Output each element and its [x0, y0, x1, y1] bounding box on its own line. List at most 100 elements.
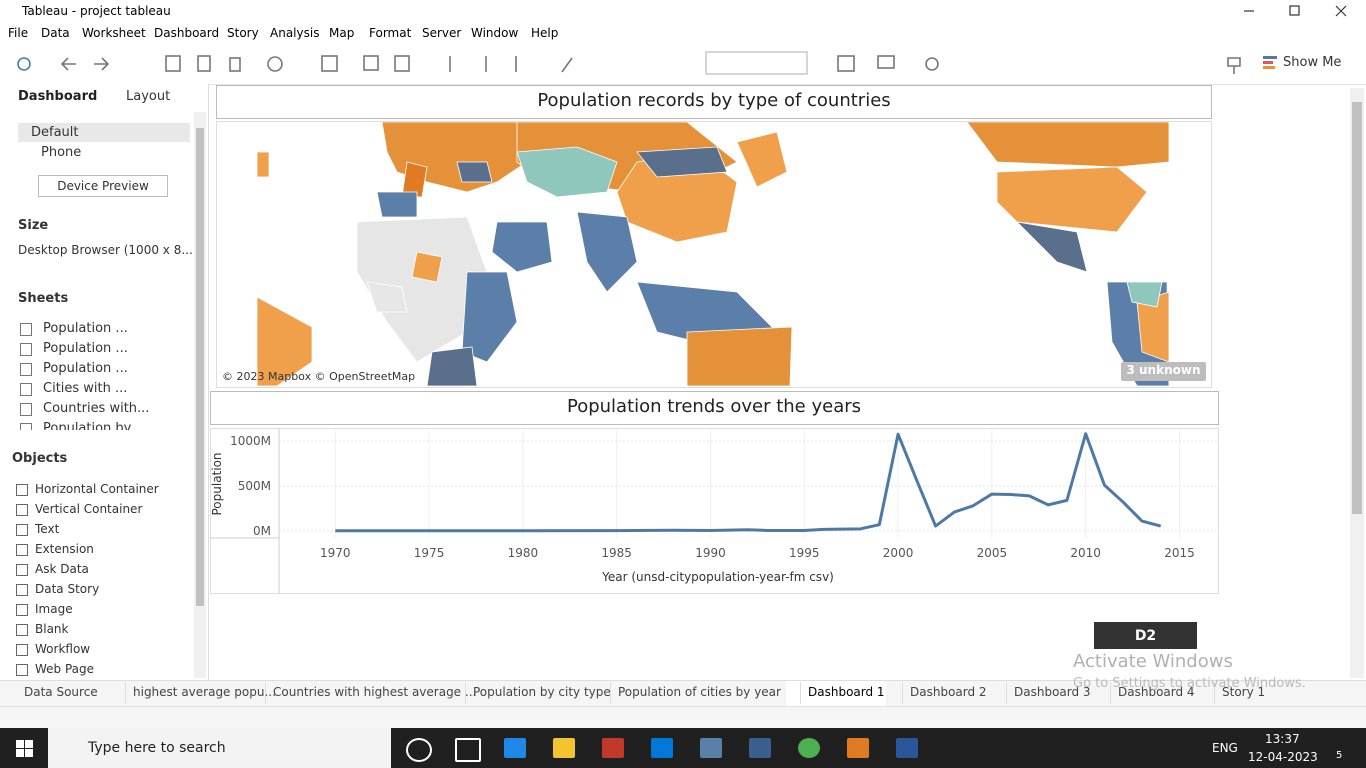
map-title: Population records by type of countries: [537, 90, 891, 111]
window-controls[interactable]: [1230, 0, 1366, 22]
object-item[interactable]: Workflow: [35, 642, 91, 656]
taskbar-app[interactable]: [749, 738, 771, 758]
taskbar-app[interactable]: [455, 738, 481, 762]
object-item[interactable]: Horizontal Container: [35, 482, 159, 496]
unknown-badge[interactable]: [1121, 362, 1206, 381]
menu-item[interactable]: Format: [369, 26, 412, 40]
d2-button-bg[interactable]: [1094, 622, 1197, 649]
sheet-tab[interactable]: Countries with highest average ...: [273, 685, 477, 699]
object-item[interactable]: Image: [35, 602, 73, 616]
object-icon: [16, 624, 28, 636]
sheet-tab[interactable]: Dashboard 1: [808, 685, 885, 699]
object-icon: [16, 644, 28, 656]
sidebar-tab[interactable]: Layout: [126, 89, 171, 104]
object-icon: [16, 544, 28, 556]
start-button[interactable]: [16, 740, 33, 757]
sheet-tab[interactable]: Dashboard 4: [1118, 685, 1195, 699]
sheet-tab[interactable]: Population by city type: [473, 685, 611, 699]
clock-time: 13:37: [1265, 732, 1300, 746]
sheet-tab[interactable]: Dashboard 2: [910, 685, 987, 699]
map-unknown[interactable]: 3 unknown: [1126, 363, 1201, 377]
search-box[interactable]: [48, 728, 391, 768]
section-title: Size: [18, 218, 49, 233]
sheet-icon: [20, 323, 32, 336]
sheet-tab[interactable]: highest average popu...: [133, 685, 276, 699]
button-label[interactable]: D2: [1134, 628, 1157, 644]
device[interactable]: Default: [31, 125, 79, 140]
chart-title: Population trends over the years: [566, 396, 862, 417]
x-tick-label: 2000: [883, 546, 914, 560]
taskbar-app[interactable]: [847, 738, 869, 758]
taskbar-app[interactable]: [602, 738, 624, 758]
size-select[interactable]: Desktop Browser (1000 x 8...: [18, 243, 193, 257]
menu-item[interactable]: Help: [531, 26, 559, 40]
search-text[interactable]: Type here to search: [88, 740, 226, 756]
x-tick-label: 2005: [977, 546, 1008, 560]
x-tick-label: 2010: [1070, 546, 1101, 560]
tab-separator: [902, 682, 903, 704]
object-item[interactable]: Data Story: [35, 582, 100, 596]
tab-separator: [1214, 682, 1215, 704]
toolbar: [0, 44, 1366, 85]
x-tick-label: 1975: [414, 546, 445, 560]
sheet-item[interactable]: Population ...: [43, 341, 128, 356]
taskbar-app[interactable]: [896, 738, 918, 758]
taskbar-app[interactable]: [651, 738, 673, 758]
object-item[interactable]: Blank: [35, 622, 69, 636]
sheet-item[interactable]: Population by...: [43, 421, 142, 430]
menu-item[interactable]: Data: [41, 26, 70, 40]
x-tick-label: 1985: [601, 546, 632, 560]
sheet-tab[interactable]: Data Source: [24, 685, 98, 699]
x-tick-label: 1995: [789, 546, 820, 560]
sidebar-tab[interactable]: Dashboard: [18, 89, 98, 104]
data-line: [335, 432, 1162, 533]
y-tick-label: 1000M: [230, 434, 271, 448]
status-bar: [0, 706, 1366, 729]
menu-item[interactable]: Dashboard: [154, 26, 220, 40]
section-title: Objects: [12, 451, 68, 466]
tab-separator: [465, 682, 466, 704]
sheet-icon: [20, 363, 32, 376]
section-title: Sheets: [18, 291, 69, 306]
sheet-item[interactable]: Population ...: [43, 361, 128, 376]
menu-item[interactable]: Map: [329, 26, 355, 40]
show-me[interactable]: Show Me: [1283, 55, 1342, 70]
sheet-tab[interactable]: Story 1: [1222, 685, 1266, 699]
object-icon: [16, 504, 28, 516]
menu-item[interactable]: Story: [227, 26, 259, 40]
menu-item[interactable]: Worksheet: [82, 26, 146, 40]
sheet-item[interactable]: Population ...: [43, 321, 128, 336]
object-item[interactable]: Extension: [35, 542, 94, 556]
sidebar-scroll-thumb: [196, 128, 204, 606]
taskbar-app[interactable]: [798, 738, 820, 758]
sidebar: [0, 84, 209, 680]
taskbar-app[interactable]: [406, 738, 432, 762]
x-tick-label: 1980: [508, 546, 539, 560]
canvas-scroll-thumb: [1352, 102, 1362, 514]
menu-item[interactable]: Server: [422, 26, 462, 40]
sheet-item[interactable]: Countries with...: [43, 401, 150, 416]
sheet-tab[interactable]: Dashboard 3: [1014, 685, 1091, 699]
taskbar-app[interactable]: [700, 738, 722, 758]
notification-count: 5: [1336, 750, 1343, 761]
taskbar-app[interactable]: [504, 738, 526, 758]
watermark: Activate Windows: [1073, 651, 1233, 672]
tab-separator: [125, 682, 126, 704]
object-item[interactable]: Vertical Container: [35, 502, 143, 516]
sheet-item[interactable]: Cities with ...: [43, 381, 128, 396]
x-tick-label: 2015: [1164, 546, 1195, 560]
menu-item[interactable]: Analysis: [270, 26, 320, 40]
object-item[interactable]: Text: [35, 522, 60, 536]
object-item[interactable]: Ask Data: [35, 562, 89, 576]
menu-item[interactable]: File: [8, 26, 29, 40]
taskbar-app[interactable]: [553, 738, 575, 758]
sheet-tab[interactable]: Population of cities by year: [618, 685, 781, 699]
object-icon: [16, 524, 28, 536]
object-item[interactable]: Web Page: [35, 662, 95, 676]
device[interactable]: Phone: [41, 145, 82, 160]
menu-bar: [0, 22, 1366, 44]
device-preview-button[interactable]: Device Preview: [38, 175, 168, 197]
language: ENG: [1212, 741, 1238, 755]
menu-item[interactable]: Window: [471, 26, 519, 40]
tab-separator: [610, 682, 611, 704]
